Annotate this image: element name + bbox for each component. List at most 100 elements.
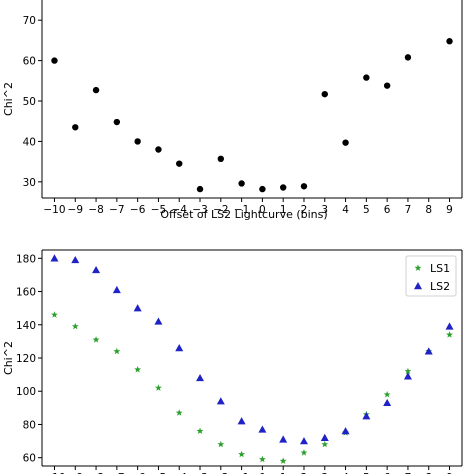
legend-label-ls2: LS2 [430, 280, 450, 293]
x-tick-label: 3 [321, 472, 328, 474]
ls2-data-point [424, 347, 433, 355]
x-tick-label: −8 [88, 204, 103, 216]
data-point [113, 118, 121, 126]
y-tick-label: 70 [23, 15, 36, 27]
ls1-data-point [279, 457, 287, 464]
ls1-data-point [446, 331, 453, 338]
ls2-data-point [237, 417, 246, 425]
ls2-data-point [92, 265, 101, 274]
ls2-data-point [112, 285, 121, 294]
x-axis-label: Offset of LS2 Lightcurve (bins) [160, 208, 327, 221]
x-tick-label: 4 [342, 472, 349, 474]
x-tick-label: 1 [280, 472, 287, 474]
x-tick-label: 5 [363, 204, 370, 216]
x-tick-label: 2 [301, 472, 308, 474]
bottom-chart: 6080100120140160180−10−9−8−7−6−5−4−3−2−1… [2, 249, 463, 474]
data-point [92, 86, 100, 94]
y-tick-label: 120 [16, 353, 36, 365]
data-point [279, 184, 287, 191]
ls2-data-point [445, 322, 454, 330]
ls1-data-point [238, 450, 246, 458]
y-tick-label: 60 [23, 453, 36, 465]
x-tick-label: −9 [68, 472, 83, 474]
y-tick-label: 60 [23, 56, 36, 68]
ls2-data-point [341, 427, 350, 435]
x-tick-label: −9 [68, 204, 83, 216]
x-tick-label: 9 [446, 472, 453, 474]
x-tick-label: 2 [301, 204, 308, 216]
data-point [300, 183, 308, 190]
x-tick-label: −8 [88, 472, 103, 474]
data-point [321, 90, 328, 98]
x-tick-label: 0 [259, 472, 266, 474]
ls1-data-point [71, 322, 79, 330]
x-tick-label: −6 [130, 472, 146, 474]
x-tick-label: 6 [384, 204, 391, 216]
ls1-data-point [321, 440, 329, 448]
x-tick-label: 6 [384, 472, 391, 474]
data-point [72, 124, 79, 131]
x-tick-label: 8 [425, 204, 432, 216]
y-tick-label: 140 [16, 320, 36, 332]
x-tick-label: 7 [405, 204, 412, 216]
data-point [134, 138, 141, 145]
ls2-data-point [258, 425, 267, 433]
ls1-data-point [383, 390, 391, 398]
x-tick-label: −10 [43, 204, 65, 216]
y-axis-label: Chi^2 [2, 82, 15, 116]
axes-frame [41, 0, 463, 199]
ls2-data-point [50, 254, 59, 262]
ls2-data-point [154, 317, 163, 325]
x-tick-label: −3 [192, 204, 207, 216]
legend-marker-ls1 [414, 264, 422, 271]
data-point [217, 155, 225, 163]
x-tick-label: 4 [342, 204, 349, 216]
x-tick-label: 8 [425, 472, 432, 474]
data-point [342, 139, 349, 146]
ls1-data-point [175, 409, 183, 416]
ls1-data-point [196, 427, 204, 435]
y-tick-label: 80 [23, 419, 36, 431]
y-axis-label: Chi^2 [2, 341, 15, 375]
x-tick-label: −4 [171, 472, 187, 474]
axes-frame [41, 249, 463, 467]
x-tick-label: −10 [43, 472, 65, 474]
y-tick-label: 100 [16, 386, 36, 398]
x-tick-label: 9 [446, 204, 453, 216]
y-tick-label: 160 [16, 287, 36, 299]
ls1-data-point [113, 347, 121, 355]
data-point [51, 57, 58, 64]
ls2-data-point [320, 433, 329, 441]
x-tick-label: −7 [109, 472, 124, 474]
ls1-data-point [258, 455, 266, 463]
ls1-data-point [51, 311, 58, 318]
x-tick-label: −3 [192, 472, 207, 474]
x-tick-label: 5 [363, 472, 370, 474]
x-tick-label: −4 [171, 204, 187, 216]
x-tick-label: 0 [259, 204, 266, 216]
x-tick-label: −5 [151, 472, 166, 474]
y-tick-label: 40 [23, 136, 36, 148]
x-tick-label: −7 [109, 204, 124, 216]
ls2-data-point [279, 435, 288, 443]
data-point [259, 185, 266, 193]
data-point [363, 74, 370, 81]
x-tick-label: −2 [213, 204, 228, 216]
ls1-data-point [155, 384, 162, 391]
ls2-data-point [383, 398, 392, 407]
legend-label-ls1: LS1 [430, 262, 450, 275]
x-tick-label: 3 [321, 204, 328, 216]
ls2-data-point [196, 373, 205, 382]
ls1-data-point [217, 440, 225, 448]
ls2-data-point [362, 412, 371, 420]
ls2-data-point [299, 437, 308, 445]
ls2-data-point [71, 255, 80, 264]
data-point [155, 146, 162, 153]
x-tick-label: −5 [151, 204, 166, 216]
x-tick-label: 1 [280, 204, 287, 216]
ls1-data-point [134, 366, 142, 373]
y-tick-label: 180 [16, 253, 36, 265]
data-point [238, 180, 245, 187]
